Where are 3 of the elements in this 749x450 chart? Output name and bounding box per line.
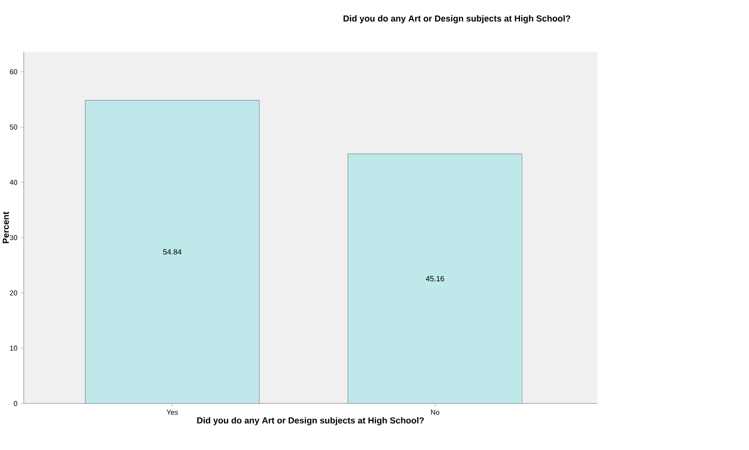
y-axis-title: Percent [2,212,9,244]
x-axis-title: Did you do any Art or Design subjects at High School? [197,417,424,426]
chart-title: Did you do any Art or Design subjects at High School? [344,15,570,24]
